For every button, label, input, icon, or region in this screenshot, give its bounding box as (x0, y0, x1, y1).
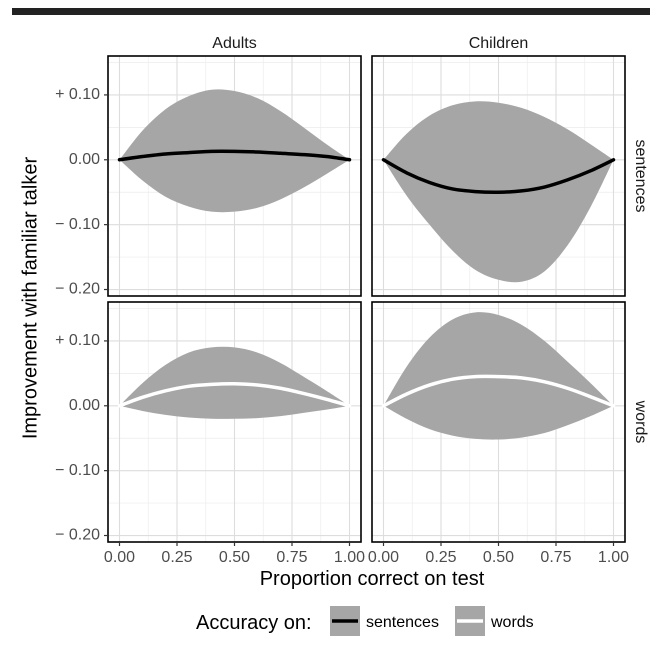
x-axis-title: Proportion correct on test (260, 568, 485, 590)
x-tick-label: 0.25 (425, 549, 456, 566)
strip-label-children: Children (469, 35, 529, 52)
fit-line-sentences-adults (117, 149, 352, 162)
x-tick-label: 0.75 (276, 549, 307, 566)
y-tick-label: 0.00 (69, 151, 100, 168)
y-axis-title: Improvement with familiar talker (19, 157, 41, 440)
strip-label-words: words (632, 400, 649, 444)
y-tick-label: − 0.20 (55, 527, 100, 544)
y-tick-label: + 0.10 (55, 86, 100, 103)
x-tick-label: 0.50 (483, 549, 514, 566)
x-tick-label: 0.50 (219, 549, 250, 566)
x-tick-label: 1.00 (334, 549, 365, 566)
legend-title: Accuracy on: (196, 612, 312, 634)
x-tick-label: 0.00 (104, 549, 135, 566)
y-tick-label: + 0.10 (55, 332, 100, 349)
x-tick-label: 0.25 (161, 549, 192, 566)
x-tick-label: 1.00 (598, 549, 629, 566)
top-border-bar (12, 8, 650, 15)
legend-label-sentences: sentences (366, 614, 439, 631)
y-tick-label: − 0.10 (55, 462, 100, 479)
legend-label-words: words (490, 614, 534, 631)
fit-line-words-adults (117, 381, 352, 408)
strip-label-sentences: sentences (632, 140, 649, 213)
y-tick-label: − 0.10 (55, 216, 100, 233)
x-tick-label: 0.75 (540, 549, 571, 566)
panel-border-sentences-adults (107, 55, 362, 297)
y-tick-label: 0.00 (69, 397, 100, 414)
strip-label-adults: Adults (212, 35, 256, 52)
fit-line-sentences-children (381, 158, 616, 194)
fit-line-words-children (381, 374, 616, 408)
y-tick-label: − 0.20 (55, 281, 100, 298)
panel-border-sentences-children (371, 55, 626, 297)
x-tick-label: 0.00 (368, 549, 399, 566)
